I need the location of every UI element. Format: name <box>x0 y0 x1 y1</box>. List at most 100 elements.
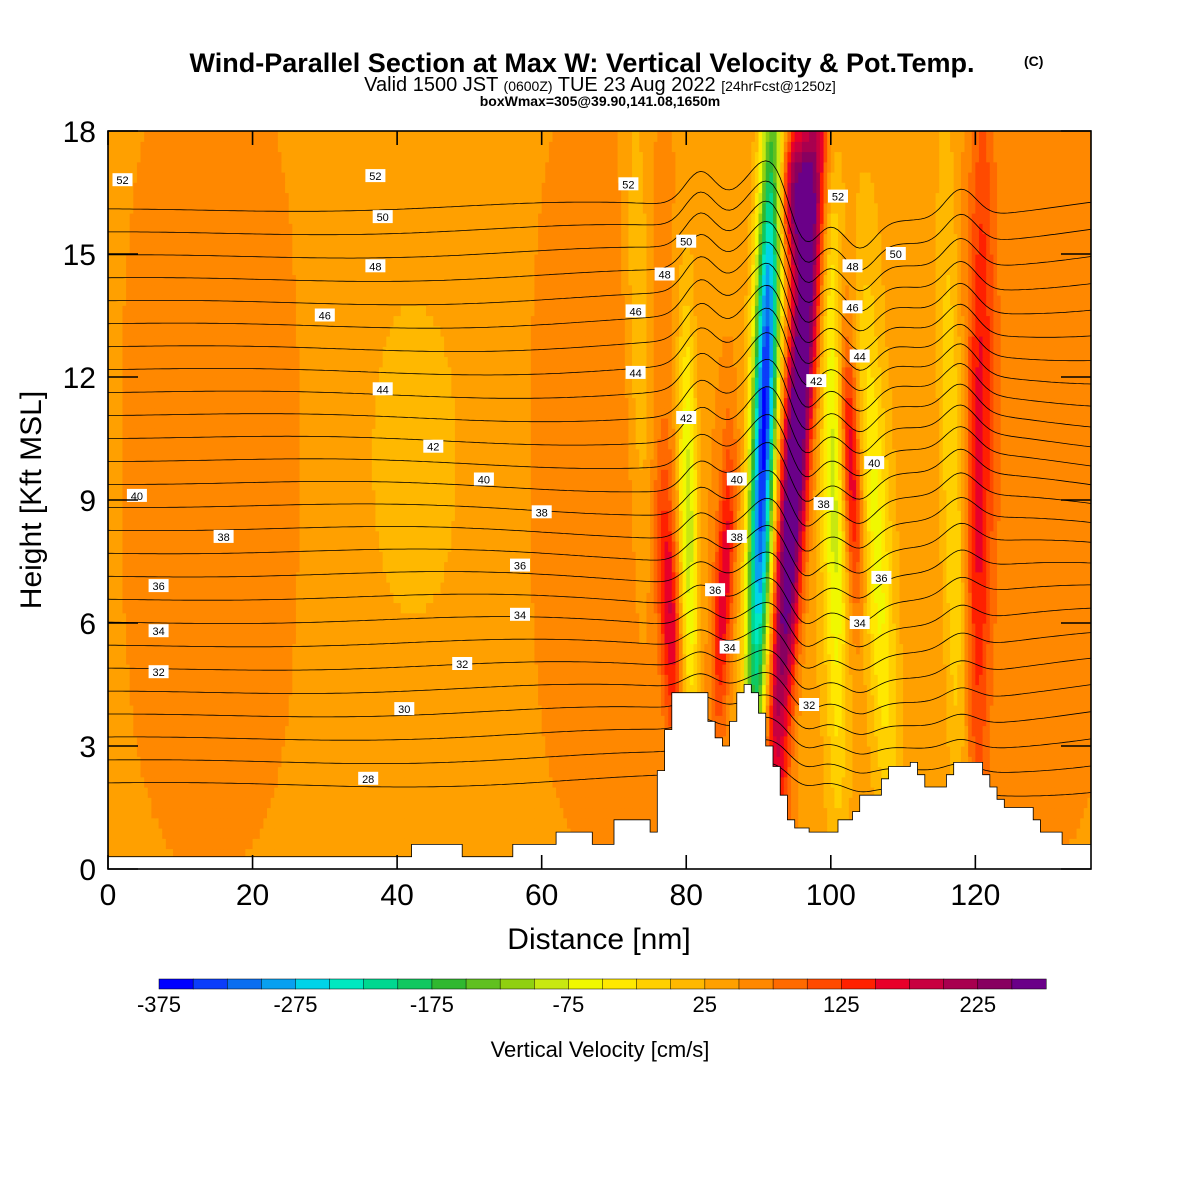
w-cell <box>483 694 489 706</box>
w-cell <box>111 756 116 768</box>
w-cell <box>1083 694 1088 706</box>
w-cell <box>375 817 380 829</box>
w-cell <box>194 725 199 737</box>
w-cell <box>1029 746 1034 757</box>
w-cell <box>122 787 127 798</box>
w-cell <box>422 766 427 778</box>
w-cell <box>1058 725 1063 737</box>
w-cell <box>473 725 478 737</box>
w-cell <box>191 776 196 788</box>
w-cell <box>577 776 583 788</box>
w-cell <box>548 725 554 737</box>
w-cell <box>212 828 218 839</box>
w-cell <box>530 684 536 696</box>
w-cell <box>830 807 835 819</box>
w-cell <box>530 705 536 716</box>
w-cell <box>791 797 796 809</box>
w-cell <box>360 828 366 839</box>
w-cell <box>111 848 116 860</box>
w-cell <box>570 684 575 696</box>
w-cell <box>830 766 835 778</box>
w-cell <box>158 674 163 686</box>
w-cell <box>613 715 619 727</box>
w-cell <box>194 797 199 809</box>
w-cell <box>541 715 546 727</box>
w-cell <box>624 694 630 706</box>
w-cell <box>368 756 373 768</box>
w-cell <box>274 838 279 850</box>
w-cell <box>108 828 113 839</box>
w-cell <box>379 746 384 757</box>
w-cell <box>234 817 239 829</box>
w-cell <box>950 725 955 737</box>
w-cell <box>220 817 225 829</box>
w-cell <box>375 838 380 850</box>
w-cell <box>834 735 839 747</box>
w-cell <box>314 797 319 809</box>
w-cell <box>509 715 514 727</box>
w-cell <box>917 735 922 747</box>
w-cell <box>433 828 438 839</box>
w-cell <box>487 828 492 839</box>
w-cell <box>187 807 192 819</box>
w-cell <box>841 776 846 788</box>
w-cell <box>118 735 124 747</box>
w-cell <box>158 715 163 727</box>
w-cell <box>285 674 290 686</box>
w-cell <box>382 694 387 706</box>
w-cell <box>173 746 178 757</box>
w-cell <box>895 684 901 696</box>
w-cell <box>812 715 817 727</box>
w-cell <box>133 828 138 839</box>
w-cell <box>1018 684 1023 696</box>
w-cell <box>899 715 904 727</box>
w-cell <box>480 828 485 839</box>
w-cell <box>657 735 662 747</box>
w-cell <box>635 776 640 788</box>
w-cell <box>382 766 387 778</box>
w-cell <box>165 715 171 727</box>
w-cell <box>801 746 807 757</box>
w-cell <box>650 776 655 788</box>
w-cell <box>277 807 283 819</box>
w-cell <box>371 838 377 850</box>
w-cell <box>516 725 521 737</box>
w-cell <box>1044 694 1049 706</box>
w-cell <box>830 776 835 788</box>
w-cell <box>718 684 723 696</box>
w-cell <box>140 848 145 860</box>
w-cell <box>321 848 326 860</box>
w-cell <box>599 705 604 716</box>
w-cell <box>776 746 781 757</box>
w-cell <box>599 735 604 747</box>
w-cell <box>1080 807 1085 819</box>
w-cell <box>1033 735 1038 747</box>
w-cell <box>1072 715 1078 727</box>
w-cell <box>469 828 474 839</box>
w-cell <box>827 776 832 788</box>
w-cell <box>758 694 763 706</box>
w-cell <box>964 735 969 747</box>
w-cell <box>346 674 351 686</box>
w-cell <box>516 838 521 850</box>
w-cell <box>986 766 991 778</box>
w-cell <box>263 684 268 696</box>
w-cell <box>559 725 564 737</box>
w-cell <box>386 715 391 727</box>
w-cell <box>780 766 785 778</box>
w-cell <box>151 694 156 706</box>
w-cell <box>129 848 134 860</box>
w-cell <box>613 776 619 788</box>
w-cell <box>140 766 145 778</box>
w-cell <box>823 756 828 768</box>
w-cell <box>877 766 882 778</box>
w-cell <box>1062 787 1067 798</box>
w-cell <box>718 725 723 737</box>
w-cell <box>512 756 517 768</box>
w-cell <box>787 694 792 706</box>
w-cell <box>516 715 521 727</box>
w-cell <box>382 705 387 716</box>
w-cell <box>418 735 424 747</box>
w-cell <box>339 684 344 696</box>
w-cell <box>603 694 608 706</box>
